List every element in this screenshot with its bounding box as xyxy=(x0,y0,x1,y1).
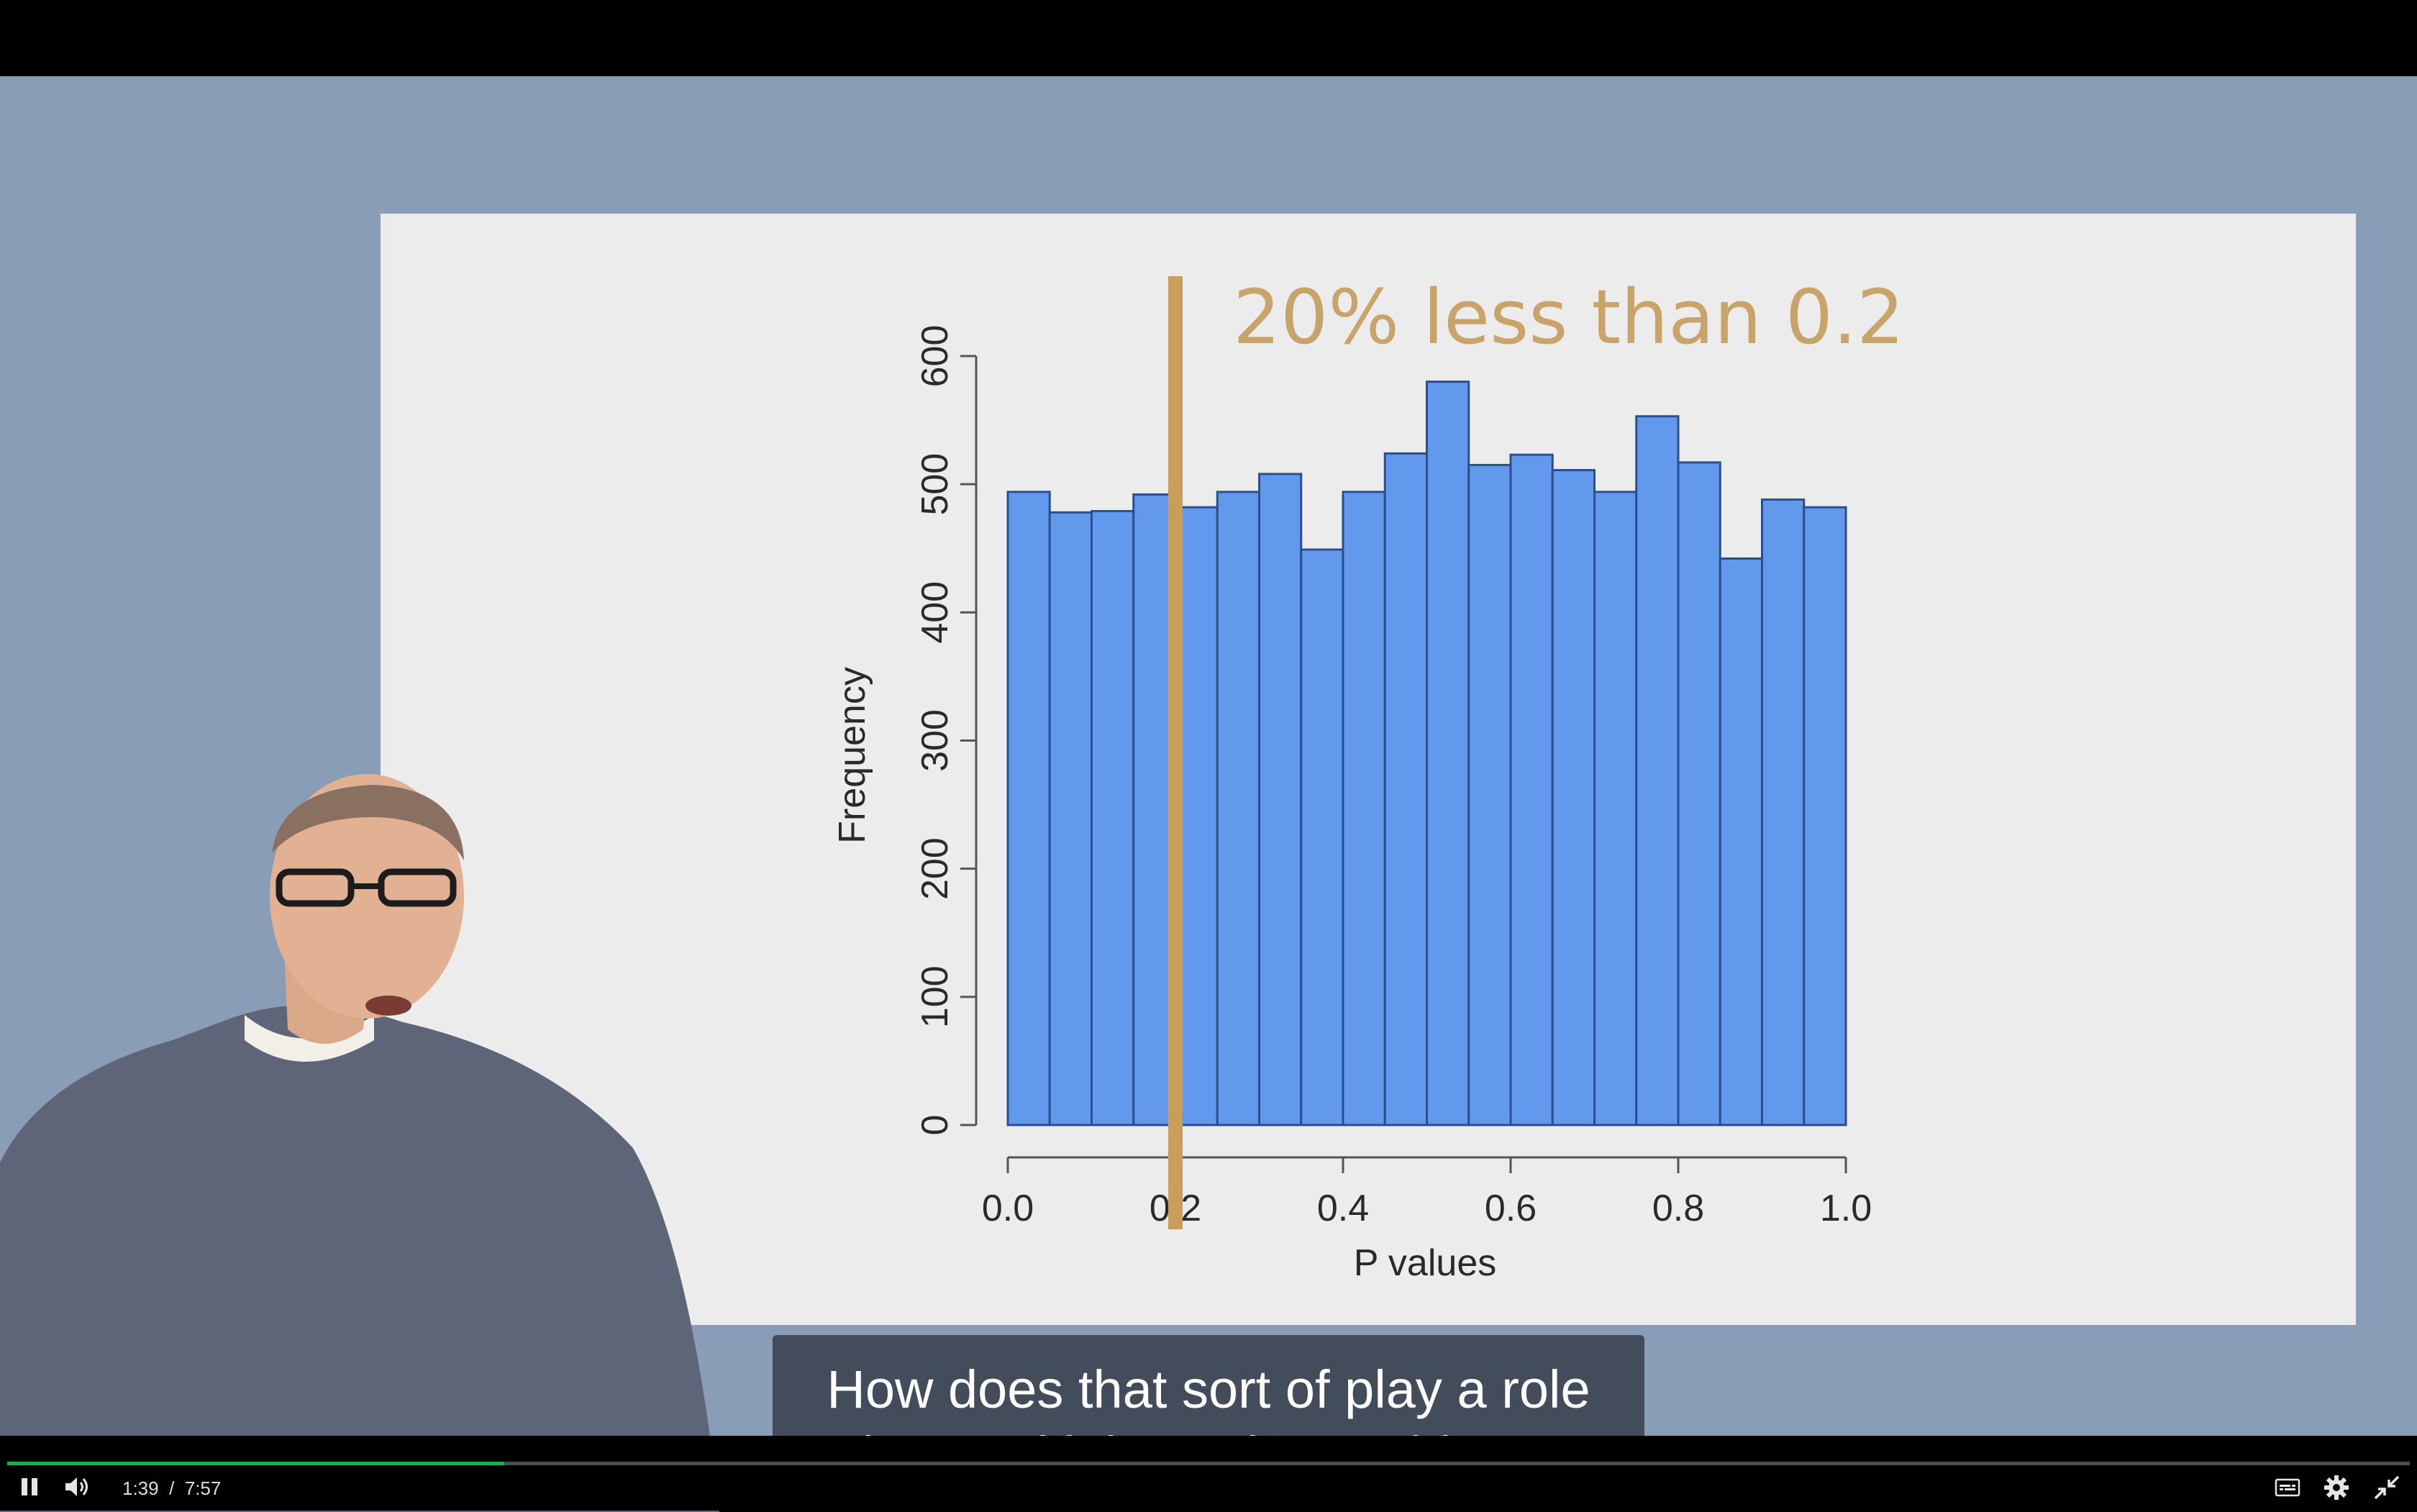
exit-fullscreen-button[interactable] xyxy=(2374,1475,2400,1500)
histogram-bar xyxy=(1803,506,1847,1126)
y-tick-label: 600 xyxy=(914,325,956,388)
y-tick-label: 0 xyxy=(914,1115,956,1136)
duration: 7:57 xyxy=(184,1477,222,1499)
time-display: 1:39 / 7:57 xyxy=(122,1477,221,1500)
pause-button[interactable] xyxy=(19,1476,40,1498)
y-tick-label: 300 xyxy=(914,709,956,772)
histogram-bar xyxy=(1551,469,1596,1126)
captions-button[interactable] xyxy=(2275,1477,2300,1498)
seek-bar-progress xyxy=(7,1462,505,1465)
histogram-bar xyxy=(1426,381,1470,1126)
histogram-bar xyxy=(1091,510,1135,1126)
histogram-bar xyxy=(1635,415,1680,1126)
histogram-bar xyxy=(1342,491,1386,1126)
captions-icon xyxy=(2275,1478,2300,1497)
histogram-bar xyxy=(1383,452,1428,1126)
current-time: 1:39 xyxy=(122,1477,159,1499)
histogram-bar xyxy=(1509,453,1554,1126)
histogram-bar xyxy=(1006,491,1051,1126)
x-tick-label: 0.8 xyxy=(1652,1188,1704,1229)
pause-icon xyxy=(22,1478,37,1495)
y-axis-label: Frequency xyxy=(832,667,873,844)
gear-icon xyxy=(2324,1475,2349,1500)
histogram-bar xyxy=(1300,548,1344,1126)
volume-button[interactable] xyxy=(63,1475,92,1498)
volume-icon xyxy=(65,1477,88,1496)
y-tick-label: 200 xyxy=(914,837,956,900)
histogram-bar xyxy=(1216,491,1260,1126)
histogram-bar xyxy=(1761,498,1806,1126)
exit-fullscreen-icon xyxy=(2374,1475,2400,1500)
y-tick-label: 400 xyxy=(914,581,956,644)
y-tick-label: 100 xyxy=(914,965,956,1028)
annotation-text: 20% less than 0.2 xyxy=(1233,273,1904,361)
bars-group xyxy=(1006,381,1847,1126)
histogram-bar xyxy=(1258,473,1303,1126)
seek-bar[interactable] xyxy=(7,1462,2410,1465)
settings-button[interactable] xyxy=(2323,1475,2349,1500)
x-tick-label: 1.0 xyxy=(1820,1188,1872,1229)
x-tick-label: 0.4 xyxy=(1317,1188,1369,1229)
presenter-video xyxy=(0,774,719,1512)
caption-line-1: How does that sort of play a role xyxy=(827,1360,1590,1419)
histogram-bar xyxy=(1048,511,1093,1126)
time-separator: / xyxy=(169,1477,175,1499)
x-tick-label: 0.0 xyxy=(982,1188,1034,1229)
highlight-line xyxy=(1168,276,1183,1229)
histogram-bar xyxy=(1677,461,1721,1126)
histogram-bar xyxy=(1593,491,1638,1126)
y-tick-label: 500 xyxy=(914,453,956,516)
histogram-bar xyxy=(1467,463,1512,1126)
x-tick-label: 0.6 xyxy=(1485,1188,1537,1229)
histogram-bar xyxy=(1719,557,1763,1126)
x-axis-label: P values xyxy=(1354,1242,1497,1284)
top-letterbox xyxy=(0,0,2417,76)
player-controls: 1:39 / 7:57 xyxy=(0,1436,2417,1511)
